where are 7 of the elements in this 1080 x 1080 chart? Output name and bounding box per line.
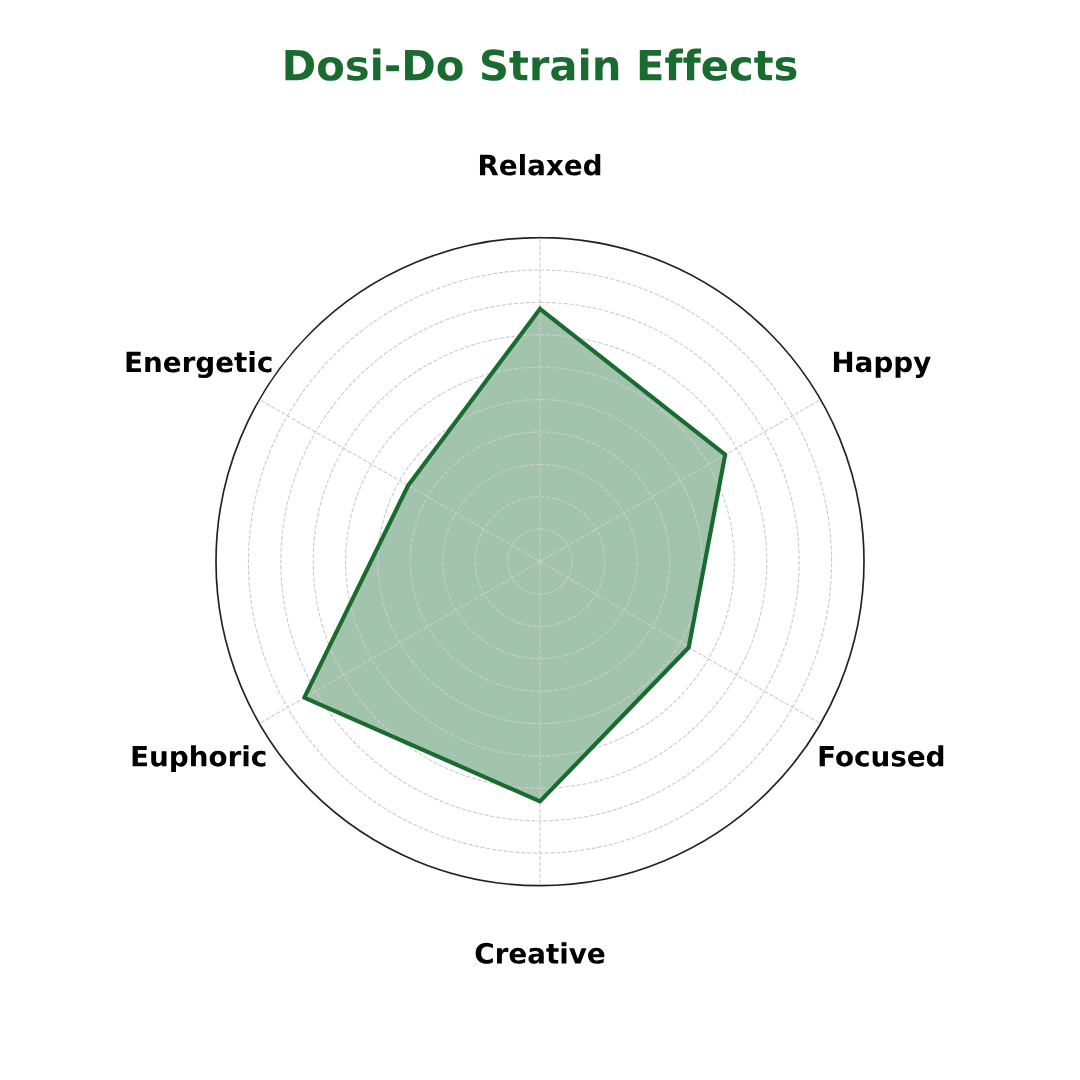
spoke-label: Creative [475, 942, 605, 964]
spoke-label: Energetic [126, 350, 272, 379]
spoke-label: Euphoric [132, 745, 266, 773]
spoke-label: Relaxed [479, 154, 601, 176]
chart-title: Dosi-Do Strain Effects [285, 48, 797, 81]
spoke-label: Focused [819, 745, 944, 767]
spoke-label: Happy [833, 351, 931, 378]
